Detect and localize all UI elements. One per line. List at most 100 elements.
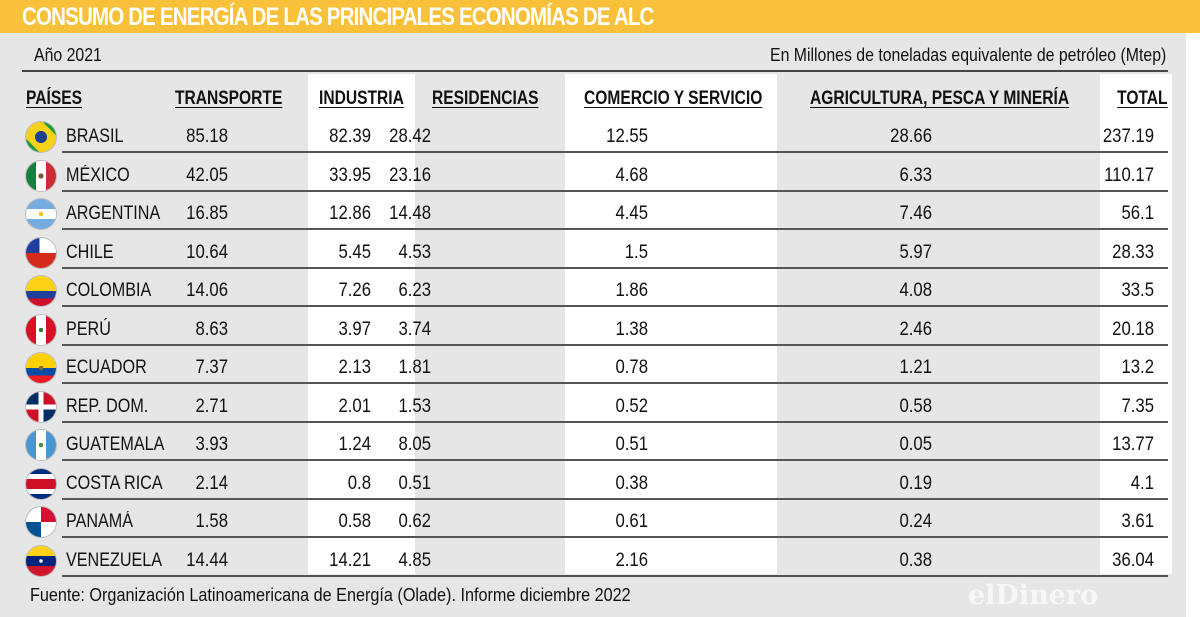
cell-value: 28.42 bbox=[389, 126, 431, 147]
cell-value: 1.5 bbox=[624, 241, 648, 263]
row-divider bbox=[62, 151, 1168, 153]
cell-value: 8.05 bbox=[398, 434, 431, 455]
title-bar: CONSUMO DE ENERGÍA DE LAS PRINCIPALES EC… bbox=[0, 0, 1200, 33]
source-note: Fuente: Organización Latinoamericana de … bbox=[30, 585, 631, 605]
cell-value: 82.39 bbox=[329, 126, 371, 147]
cell-value: 12.55 bbox=[606, 126, 648, 147]
row-divider bbox=[62, 459, 1168, 461]
table-row: COSTA RICA 2.14 0.8 0.51 0.38 0.19 4.1 bbox=[0, 468, 1186, 507]
cell-value: 42.05 bbox=[186, 164, 228, 186]
cell-value: 1.81 bbox=[398, 357, 431, 378]
cell-value: 23.16 bbox=[389, 164, 431, 186]
cell-value: 0.51 bbox=[398, 472, 431, 494]
cell-value: 14.06 bbox=[186, 280, 228, 301]
row-divider bbox=[62, 266, 1168, 269]
cell-value: 0.58 bbox=[899, 395, 932, 417]
cell-value: 0.51 bbox=[615, 434, 648, 455]
column-band-industria bbox=[308, 74, 415, 574]
table-row: BRASIL 85.18 82.39 28.42 12.55 28.66 237.19 bbox=[0, 122, 1186, 160]
flag-venezuela-icon bbox=[26, 545, 56, 576]
cell-value: 1.21 bbox=[899, 357, 932, 378]
cell-value: 110.17 bbox=[1104, 164, 1154, 186]
header-comercio: COMERCIO Y SERVICIO bbox=[584, 88, 763, 109]
table-row: CHILE 10.64 5.45 4.53 1.5 5.97 28.33 bbox=[0, 237, 1186, 276]
flag-mexico-icon bbox=[26, 160, 56, 191]
column-band-comercio bbox=[565, 74, 777, 574]
cell-value: 85.18 bbox=[186, 126, 228, 147]
cell-value: 237.19 bbox=[1102, 126, 1154, 147]
cell-value: 0.05 bbox=[899, 434, 932, 455]
flag-guatemala-icon bbox=[26, 430, 56, 460]
cell-value: 7.35 bbox=[1121, 395, 1154, 417]
cell-value: 4.68 bbox=[615, 164, 648, 186]
cell-value: 6.23 bbox=[398, 280, 431, 301]
cell-value: 3.74 bbox=[398, 318, 431, 340]
header-industria: INDUSTRIA bbox=[319, 88, 404, 109]
cell-value: 1.53 bbox=[398, 395, 431, 417]
cell-value: 4.53 bbox=[398, 241, 431, 263]
row-divider bbox=[62, 305, 1168, 307]
cell-value: 4.08 bbox=[899, 280, 932, 301]
flag-costa-rica-icon bbox=[26, 468, 56, 499]
table-row: MÉXICO 42.05 33.95 23.16 4.68 6.33 110.17 bbox=[0, 160, 1186, 199]
flag-dominican-republic-icon bbox=[26, 391, 56, 422]
divider bbox=[22, 70, 1168, 72]
row-divider bbox=[62, 497, 1168, 500]
country-name: GUATEMALA bbox=[66, 434, 165, 455]
cell-value: 14.44 bbox=[186, 549, 228, 571]
cell-value: 3.97 bbox=[338, 318, 371, 340]
cell-value: 4.85 bbox=[398, 549, 431, 571]
country-name: ECUADOR bbox=[66, 357, 147, 378]
flag-panama-icon bbox=[26, 507, 56, 537]
cell-value: 56.1 bbox=[1121, 203, 1154, 224]
cell-value: 14.21 bbox=[329, 549, 371, 571]
cell-value: 10.64 bbox=[186, 241, 228, 263]
cell-value: 2.13 bbox=[338, 357, 371, 378]
cell-value: 5.45 bbox=[338, 241, 371, 263]
cell-value: 2.01 bbox=[338, 395, 371, 417]
cell-value: 0.52 bbox=[615, 395, 648, 417]
header-transporte: TRANSPORTE bbox=[175, 88, 283, 109]
cell-value: 1.58 bbox=[195, 511, 228, 532]
cell-value: 2.14 bbox=[195, 472, 228, 494]
cell-value: 8.63 bbox=[195, 318, 228, 340]
country-name: MÉXICO bbox=[66, 164, 130, 186]
cell-value: 14.48 bbox=[389, 203, 431, 224]
country-name: PANAMÁ bbox=[66, 511, 134, 532]
row-divider bbox=[62, 228, 1168, 230]
cell-value: 6.33 bbox=[899, 164, 932, 186]
row-divider bbox=[62, 343, 1168, 346]
country-name: CHILE bbox=[66, 241, 114, 263]
country-name: PERÚ bbox=[66, 318, 111, 340]
cell-value: 0.61 bbox=[615, 511, 648, 532]
country-name: BRASIL bbox=[66, 126, 124, 147]
cell-value: 1.24 bbox=[338, 434, 371, 455]
cell-value: 3.93 bbox=[195, 434, 228, 455]
row-divider bbox=[62, 189, 1168, 192]
flag-colombia-icon bbox=[26, 276, 56, 306]
header-agricultura: AGRICULTURA, PESCA Y MINERÍA bbox=[810, 88, 1070, 109]
cell-value: 0.19 bbox=[899, 472, 932, 494]
row-divider bbox=[62, 420, 1168, 423]
cell-value: 33.95 bbox=[329, 164, 371, 186]
table-row: PERÚ 8.63 3.97 3.74 1.38 2.46 20.18 bbox=[0, 314, 1186, 353]
year-label: Año 2021 bbox=[34, 45, 102, 65]
row-divider bbox=[62, 574, 1168, 577]
table-row: VENEZUELA 14.44 14.21 4.85 2.16 0.38 36.04 bbox=[0, 545, 1186, 584]
table-row: ECUADOR 7.37 2.13 1.81 0.78 1.21 13.2 bbox=[0, 353, 1186, 391]
flag-chile-icon bbox=[26, 237, 56, 268]
cell-value: 0.8 bbox=[347, 472, 371, 494]
cell-value: 1.86 bbox=[615, 280, 648, 301]
country-name: COLOMBIA bbox=[66, 280, 152, 301]
column-band-total bbox=[1100, 74, 1172, 574]
cell-value: 4.1 bbox=[1130, 472, 1154, 494]
page-title: CONSUMO DE ENERGÍA DE LAS PRINCIPALES EC… bbox=[22, 3, 654, 31]
eldinero-logo: elDinero bbox=[968, 580, 1099, 611]
flag-argentina-icon bbox=[26, 199, 56, 229]
row-divider bbox=[62, 382, 1168, 384]
cell-value: 16.85 bbox=[186, 203, 228, 224]
header-total: TOTAL bbox=[1117, 88, 1168, 109]
cell-value: 12.86 bbox=[329, 203, 371, 224]
cell-value: 4.45 bbox=[615, 203, 648, 224]
